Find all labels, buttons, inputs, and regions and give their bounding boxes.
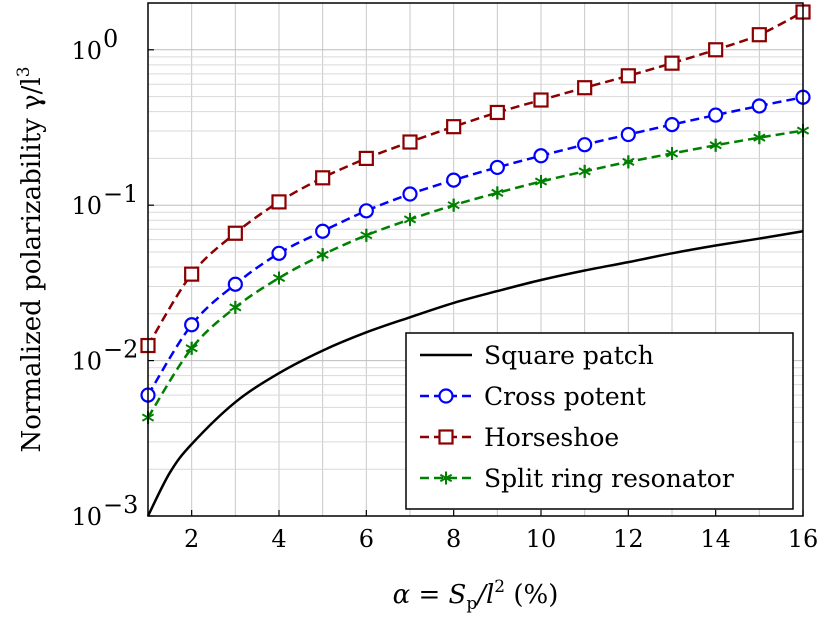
circle-marker: [271, 245, 287, 261]
asterisk-marker: [534, 175, 548, 189]
circle-marker: [620, 126, 636, 143]
y-tick-base: 10: [71, 37, 102, 65]
y-tick-label: 10: [71, 192, 102, 220]
y-tick-exponent: −2: [103, 336, 138, 364]
series-square-patch: [146, 229, 804, 517]
square-marker: [533, 92, 549, 108]
asterisk-marker: [185, 341, 198, 355]
circle-marker: [446, 172, 462, 188]
plot-frame: [147, 2, 804, 517]
legend-label: Horseshoe: [484, 423, 619, 452]
x-axis-title: α = Sp/l2 (%): [393, 577, 559, 614]
x-title-sup: 2: [494, 577, 505, 597]
series-line: [146, 229, 804, 517]
x-tick-label: 10: [526, 525, 557, 553]
series-line: [146, 129, 804, 419]
square-marker: [664, 55, 680, 71]
square-marker: [751, 27, 767, 43]
square-marker: [315, 170, 331, 186]
legend-label: Square patch: [484, 341, 654, 370]
legend-entry: Cross potent: [420, 382, 646, 411]
x-tick-label: 4: [271, 525, 286, 553]
series-line: [146, 10, 804, 347]
asterisk-marker: [447, 198, 460, 212]
square-marker: [438, 429, 454, 445]
legend-entry: Square patch: [420, 341, 654, 370]
square-marker: [620, 68, 636, 84]
y-tick-base: 10: [71, 348, 102, 376]
x-tick-label: 16: [788, 525, 819, 553]
asterisk-marker: [360, 228, 373, 242]
x-title-unit: (%): [505, 580, 558, 610]
asterisk-marker: [622, 155, 635, 169]
x-tick-label: 14: [700, 525, 731, 553]
x-tick-label: 2: [184, 525, 199, 553]
asterisk-marker: [753, 131, 766, 145]
circle-marker: [533, 148, 549, 164]
circle-marker: [577, 137, 593, 153]
circle-marker: [438, 388, 454, 404]
circle-marker: [664, 117, 680, 133]
circle-marker: [184, 317, 200, 333]
y-axis-title: Normalized polarizability γ/l3: [14, 66, 47, 452]
circle-marker: [751, 98, 767, 114]
circle-marker: [708, 107, 724, 123]
square-marker: [402, 134, 418, 150]
circle-marker: [489, 159, 505, 176]
y-title-sup: 3: [14, 66, 34, 77]
series-line: [146, 96, 804, 396]
square-marker: [271, 194, 287, 210]
y-tick-base: 10: [71, 192, 102, 220]
legend-entry: Split ring resonator: [420, 464, 734, 493]
x-title-part-1: α = S: [393, 580, 467, 610]
square-marker: [184, 266, 200, 282]
x-tick-label: 12: [613, 525, 644, 553]
x-title-part-2: /l: [474, 580, 494, 610]
asterisk-marker: [578, 164, 591, 178]
y-tick-exponent: 0: [103, 25, 118, 53]
y-tick-label: 10: [71, 348, 102, 376]
y-tick-base: 10: [71, 503, 102, 531]
legend-label: Cross potent: [484, 382, 646, 411]
legend-label: Split ring resonator: [484, 464, 734, 493]
legend-entry: Horseshoe: [420, 423, 619, 452]
y-tick-label: 10: [71, 37, 102, 65]
asterisk-marker: [229, 300, 242, 314]
square-marker: [227, 225, 243, 241]
asterisk-marker: [491, 186, 504, 200]
x-tick-label: 8: [446, 525, 461, 553]
circle-marker: [227, 276, 243, 292]
legend-box: [405, 332, 794, 510]
asterisk-marker: [709, 138, 722, 152]
square-marker: [358, 150, 374, 167]
x-tick-label: 6: [359, 525, 374, 553]
asterisk-marker: [316, 248, 329, 262]
y-title-main: Normalized polarizability γ/l: [17, 77, 47, 452]
square-marker: [446, 119, 462, 135]
x-title-sub: p: [466, 594, 477, 614]
circle-marker: [402, 186, 418, 202]
asterisk-marker: [272, 271, 286, 285]
circle-marker: [358, 203, 374, 219]
asterisk-marker: [665, 147, 679, 161]
y-tick-label: 10: [71, 503, 102, 531]
square-marker: [577, 80, 593, 96]
y-tick-exponent: −1: [103, 180, 138, 208]
asterisk-marker: [403, 212, 417, 226]
square-marker: [489, 104, 505, 121]
legend: Square patch Cross potent Horseshoe Split r…: [405, 332, 794, 510]
asterisk-marker: [439, 471, 453, 485]
circle-marker: [315, 223, 331, 239]
y-tick-exponent: −3: [103, 491, 138, 519]
square-marker: [708, 42, 724, 58]
